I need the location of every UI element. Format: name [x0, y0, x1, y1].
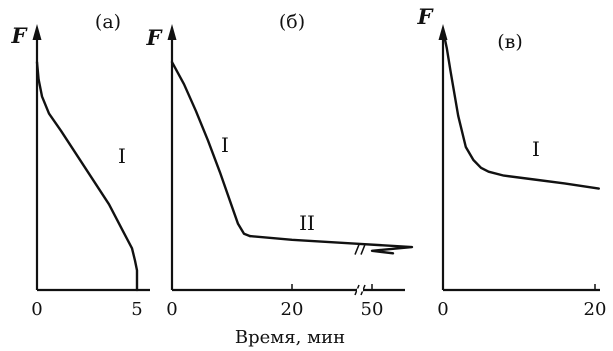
x-tick-label: 0: [437, 299, 448, 320]
y-axis-label: F: [11, 23, 29, 48]
series-line-I: [441, 28, 600, 190]
y-axis-label: F: [146, 25, 164, 50]
series-line-II: [248, 234, 414, 255]
chart-panel-2: [167, 24, 414, 296]
y-axis-arrow: [32, 24, 42, 40]
chart-panel-3: [438, 24, 600, 292]
chart-panel-1: [32, 24, 150, 292]
x-tick-label: 50: [361, 299, 384, 320]
x-tick-label: 0: [166, 299, 177, 320]
series-label-I: I: [118, 144, 126, 168]
x-tick-label: 0: [31, 299, 42, 320]
series-label-I: I: [221, 133, 229, 157]
x-tick-label: 20: [584, 299, 607, 320]
series-break-mark: [360, 244, 366, 255]
x-axis-title: Время, мин: [235, 327, 345, 348]
y-axis-arrow: [167, 24, 177, 40]
panel-label: (а): [95, 11, 121, 33]
x-tick-label: 5: [131, 299, 142, 320]
y-axis-label: F: [417, 4, 435, 29]
panel-label: (в): [497, 31, 523, 53]
x-axis-break-gap: [357, 288, 363, 292]
series-line-I: [35, 60, 139, 292]
series-label-I: I: [532, 137, 540, 161]
series-line-I: [170, 60, 252, 238]
series-break-mark: [354, 244, 360, 255]
series-label-II: II: [299, 211, 315, 235]
x-tick-label: 20: [281, 299, 304, 320]
panel-label: (б): [279, 11, 305, 33]
series-break-gap: [357, 246, 363, 253]
